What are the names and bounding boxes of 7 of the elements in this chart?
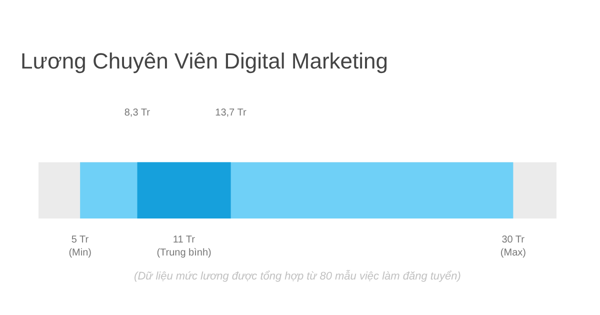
x2-tick-label: 13,7 Tr [215, 108, 247, 118]
x-tick-label: 30 Tr (Max) [500, 234, 526, 259]
chart-title: Lương Chuyên Viên Digital Marketing [20, 48, 388, 74]
text: (Dữ liệu mức lương được tổng hợp từ 80 mẫu việc làm đăng tuyển) [134, 270, 462, 282]
x2-tick-label: 8,3 Tr [124, 108, 151, 118]
x-tick-label: 11 Tr (Trung bình) [156, 234, 212, 259]
x-tick-label: 5 Tr (Min) [68, 234, 92, 259]
